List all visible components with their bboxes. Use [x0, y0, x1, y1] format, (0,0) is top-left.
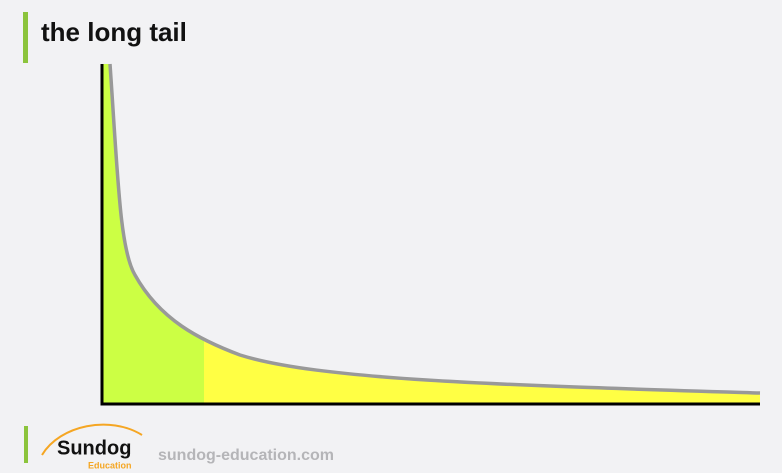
- title-accent: [23, 12, 28, 63]
- slide-title: the long tail: [41, 17, 187, 47]
- curve: [108, 63, 761, 395]
- logo-sub: Education: [88, 460, 132, 470]
- logo-name: Sundog: [57, 437, 131, 459]
- footer-accent: [24, 426, 28, 463]
- tail-area: [204, 339, 760, 404]
- footer-url: sundog-education.com: [158, 447, 334, 464]
- logo: Sundog Education: [41, 423, 143, 470]
- head-area: [102, 64, 204, 404]
- logo-swoosh: [41, 423, 143, 456]
- long-tail-diagram: [100, 63, 761, 406]
